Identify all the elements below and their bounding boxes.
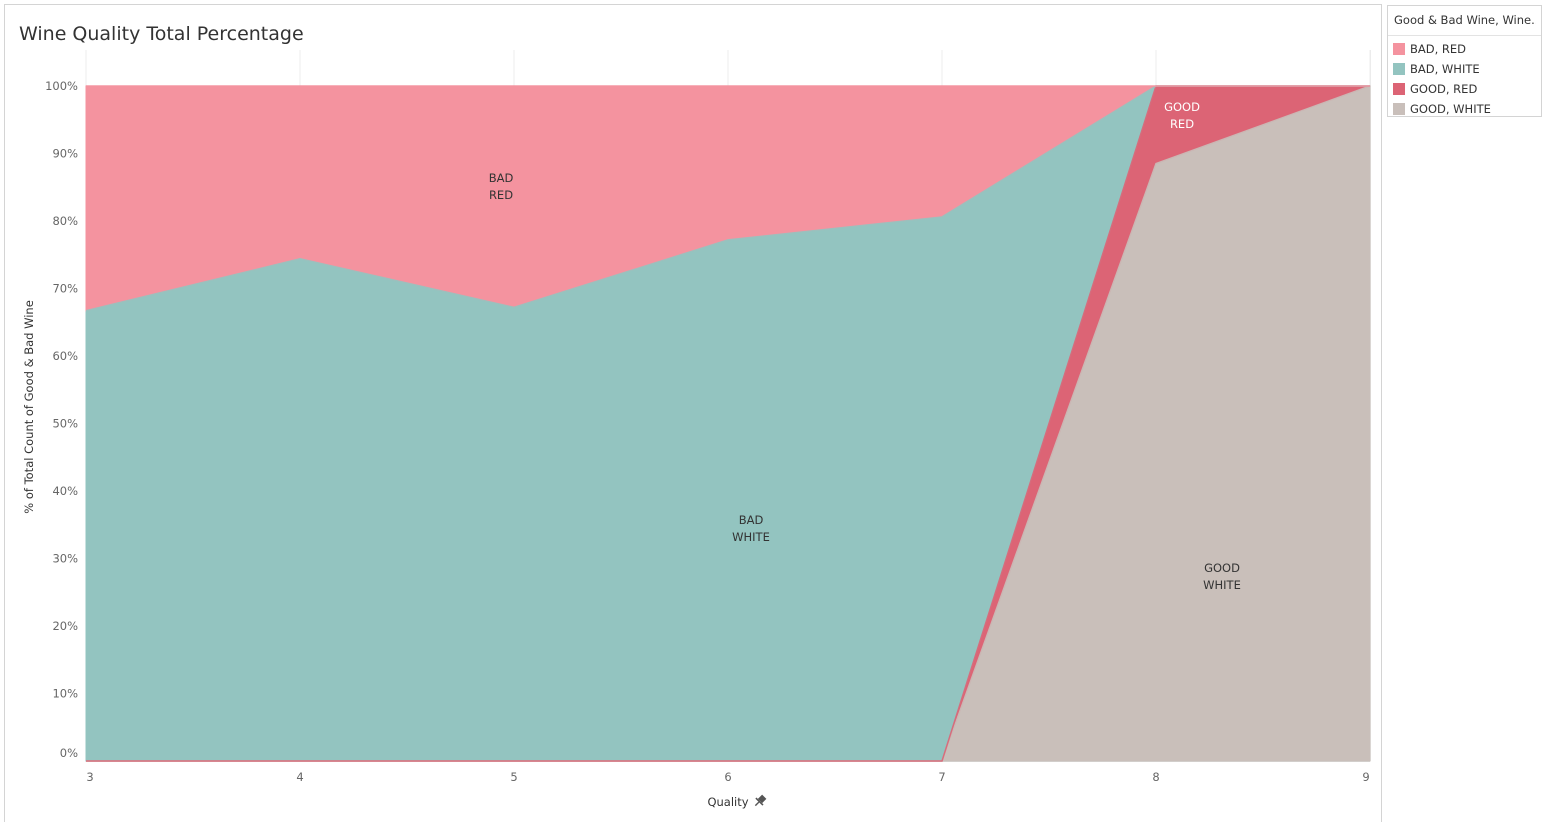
legend-swatch [1393, 63, 1405, 75]
x-axis-label: Quality [707, 795, 748, 809]
area-label: WHITE [1203, 578, 1241, 592]
x-tick-label: 9 [1362, 770, 1369, 784]
legend: Good & Bad Wine, Wine... BAD, RED BAD, W… [1387, 5, 1542, 117]
y-tick-label: 90% [52, 147, 78, 161]
legend-swatch [1393, 103, 1405, 115]
area-label: GOOD [1164, 100, 1200, 114]
area-label: WHITE [732, 530, 770, 544]
legend-label: BAD, RED [1410, 42, 1467, 56]
y-tick-label: 30% [52, 552, 78, 566]
x-tick-label: 6 [724, 770, 731, 784]
legend-swatch [1393, 43, 1405, 55]
y-tick-label: 40% [52, 484, 78, 498]
legend-title: Good & Bad Wine, Wine... [1394, 13, 1536, 27]
y-tick-label: 50% [52, 417, 78, 431]
legend-label: GOOD, WHITE [1410, 102, 1491, 116]
y-axis-label: % of Total Count of Good & Bad Wine [22, 300, 36, 514]
x-tick-label: 8 [1152, 770, 1159, 784]
legend-label: BAD, WHITE [1410, 62, 1480, 76]
pin-icon [754, 794, 767, 807]
area-chart: GOOD WHITE GOOD RED BAD WHITE BAD RED 0% 10% 20% 30… [22, 50, 1371, 809]
x-tick-label: 3 [86, 770, 93, 784]
area-label: GOOD [1204, 561, 1240, 575]
area-label: RED [1170, 117, 1194, 131]
x-tick-label: 4 [296, 770, 303, 784]
legend-label: GOOD, RED [1410, 82, 1478, 96]
y-tick-label: 80% [52, 214, 78, 228]
chart-title: Wine Quality Total Percentage [19, 23, 304, 45]
legend-swatch [1393, 83, 1405, 95]
area-label: BAD [739, 513, 764, 527]
y-tick-label: 0% [60, 746, 78, 760]
legend-divider [1388, 35, 1541, 36]
area-label: BAD [489, 171, 514, 185]
x-tick-label: 5 [510, 770, 517, 784]
y-tick-label: 10% [52, 687, 78, 701]
area-label: RED [489, 188, 513, 202]
y-tick-label: 70% [52, 282, 78, 296]
x-tick-label: 7 [938, 770, 945, 784]
y-tick-label: 20% [52, 619, 78, 633]
y-tick-label: 100% [45, 79, 78, 93]
y-tick-label: 60% [52, 349, 78, 363]
